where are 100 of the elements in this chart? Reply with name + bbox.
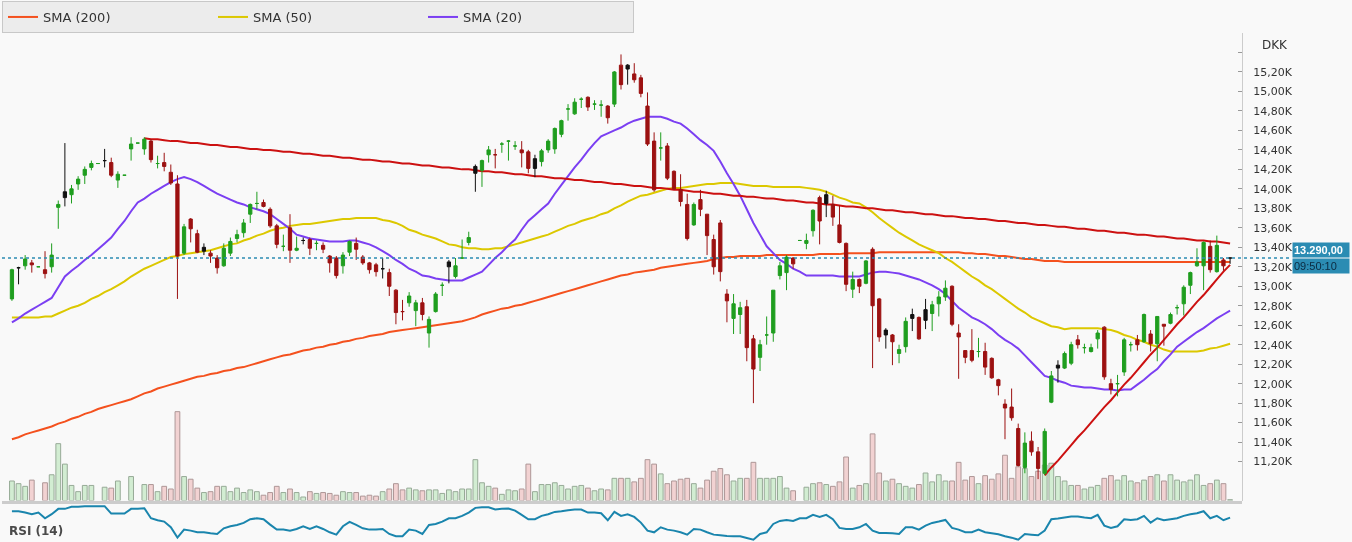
- y-tick-label: 13,40K: [1253, 241, 1293, 255]
- bar: [882, 480, 889, 501]
- bar: [1220, 483, 1227, 501]
- candlestick: [738, 301, 743, 335]
- bar: [889, 478, 896, 501]
- y-tick-label: 13,60K: [1253, 221, 1293, 235]
- line-series: [10, 251, 1232, 441]
- y-tick-label: 15,00K: [1253, 85, 1293, 99]
- candlestick: [446, 259, 451, 284]
- candlestick: [512, 140, 518, 151]
- candlestick: [585, 95, 591, 112]
- bar: [1021, 468, 1028, 501]
- bar: [611, 477, 618, 501]
- candlestick: [261, 199, 266, 208]
- bar: [148, 484, 154, 501]
- candlestick: [215, 254, 220, 275]
- candlestick: [804, 233, 809, 250]
- candlestick: [784, 254, 789, 291]
- candlestick: [843, 241, 849, 292]
- candlestick: [23, 254, 28, 271]
- candlestick: [546, 138, 551, 154]
- bar: [975, 483, 982, 501]
- candlestick: [1088, 343, 1094, 353]
- candlestick: [168, 164, 173, 186]
- y-tick-label: 14,20K: [1253, 163, 1293, 177]
- candlestick: [287, 213, 293, 264]
- candlestick: [433, 291, 438, 314]
- candlestick: [1128, 341, 1133, 353]
- candlestick: [883, 327, 888, 350]
- candlestick: [685, 193, 690, 241]
- bar: [823, 484, 830, 501]
- bar: [181, 476, 187, 501]
- y-tick-label: 11,80K: [1253, 397, 1293, 410]
- candlestick: [1148, 329, 1153, 353]
- candlestick: [393, 288, 399, 325]
- candlestick: [532, 154, 538, 178]
- bar: [585, 487, 591, 501]
- y-tick-label: 14,60K: [1253, 124, 1293, 138]
- candlestick: [1108, 378, 1114, 395]
- candlestick: [175, 174, 180, 300]
- candlestick: [910, 308, 915, 332]
- candlestick: [1016, 423, 1021, 467]
- candlestick: [757, 339, 763, 372]
- candlestick: [29, 259, 34, 274]
- bar: [1161, 480, 1167, 501]
- candlestick: [493, 148, 498, 169]
- y-tick-label: 13,80K: [1253, 202, 1293, 216]
- bar: [863, 483, 869, 501]
- candlestick: [9, 268, 15, 302]
- candlestick: [751, 334, 756, 404]
- candlestick: [82, 165, 87, 185]
- candlestick: [764, 315, 769, 346]
- candlestick: [1201, 240, 1206, 291]
- bar: [128, 476, 134, 501]
- y-tick-label: 12,20K: [1253, 358, 1293, 372]
- candlestick: [128, 136, 134, 162]
- bar: [280, 492, 287, 501]
- y-tick-label: 13,00K: [1253, 280, 1293, 294]
- bar: [790, 490, 797, 501]
- bar: [201, 492, 207, 501]
- candlestick: [241, 218, 246, 239]
- candlestick: [916, 315, 922, 341]
- candlestick: [923, 298, 928, 330]
- y-tick-label: 13,20K: [1253, 260, 1293, 274]
- candlestick: [1221, 257, 1226, 272]
- candlestick: [698, 189, 703, 217]
- candlestick: [890, 333, 895, 366]
- candlestick: [426, 315, 432, 349]
- candlestick: [817, 195, 822, 245]
- bar: [492, 487, 499, 501]
- candlestick: [181, 223, 187, 256]
- candlestick: [956, 323, 961, 380]
- candlestick: [102, 148, 107, 168]
- candlestick: [1115, 374, 1120, 397]
- candlestick: [559, 119, 564, 138]
- bar: [306, 491, 313, 501]
- candlestick: [1029, 430, 1034, 457]
- candlestick: [572, 97, 577, 116]
- candlestick: [1168, 312, 1173, 325]
- bar: [604, 489, 611, 501]
- bar: [1207, 483, 1214, 501]
- bar: [1141, 479, 1147, 501]
- bar: [141, 484, 148, 501]
- bar: [690, 483, 697, 501]
- candlestick: [830, 195, 835, 227]
- candlestick: [963, 350, 968, 364]
- candlestick: [731, 293, 736, 335]
- candlestick: [314, 239, 319, 251]
- candlestick: [373, 262, 379, 278]
- y-tick-label: 14,40K: [1253, 143, 1293, 157]
- line-series: [10, 182, 1232, 353]
- candlestick: [195, 229, 200, 254]
- candlestick: [1002, 398, 1008, 440]
- candlestick: [142, 136, 147, 156]
- candlestick: [208, 249, 213, 264]
- candlestick: [201, 242, 207, 256]
- candlestick: [115, 170, 120, 189]
- y-tick-label: 14,00K: [1253, 182, 1293, 196]
- bar: [816, 482, 823, 501]
- candlestick: [976, 337, 981, 358]
